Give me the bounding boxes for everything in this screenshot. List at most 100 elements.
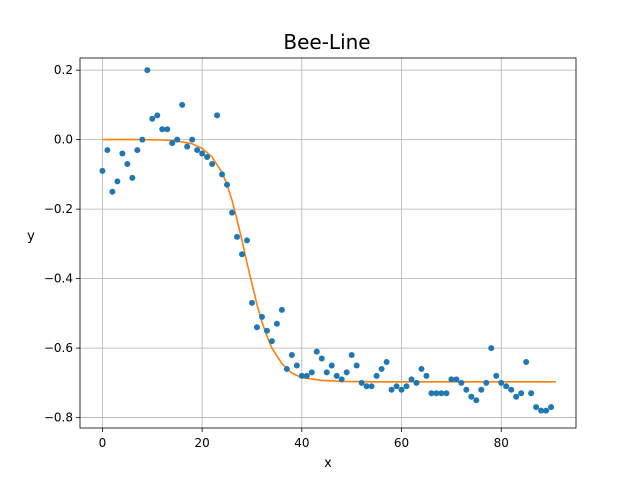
- data-point: [388, 386, 395, 393]
- y-axis-ticks: −0.8 −0.6 −0.4 −0.2 0.0 0.2: [44, 63, 80, 425]
- x-tick-label: 0: [99, 436, 107, 450]
- data-point: [483, 379, 490, 386]
- y-tick-label: −0.6: [44, 341, 73, 355]
- data-point: [493, 372, 500, 379]
- data-point: [373, 372, 380, 379]
- data-point: [438, 390, 445, 397]
- data-point: [538, 407, 545, 414]
- data-point: [503, 383, 510, 390]
- data-point: [214, 112, 221, 119]
- data-point: [363, 383, 370, 390]
- fit-line-layer: [102, 138, 557, 383]
- data-point: [323, 369, 330, 376]
- data-point: [109, 188, 116, 195]
- data-point: [204, 154, 211, 161]
- data-point: [473, 397, 480, 404]
- data-point: [239, 251, 246, 258]
- data-point: [318, 355, 325, 362]
- data-point: [144, 67, 151, 74]
- data-point: [413, 379, 420, 386]
- data-point: [423, 372, 430, 379]
- data-point: [548, 404, 555, 411]
- data-point: [533, 404, 540, 411]
- data-point: [353, 362, 360, 369]
- data-point: [99, 167, 106, 174]
- data-point: [283, 365, 290, 372]
- data-point: [328, 362, 335, 369]
- data-point: [268, 338, 275, 345]
- plot-frame: [79, 57, 577, 429]
- y-tick-label: 0.2: [54, 63, 73, 77]
- data-point: [313, 348, 320, 355]
- data-point: [308, 369, 315, 376]
- data-point: [408, 376, 415, 383]
- data-point: [398, 386, 405, 393]
- x-tick-label: 40: [294, 436, 309, 450]
- grid: [80, 58, 576, 428]
- data-point: [518, 390, 525, 397]
- data-point: [393, 383, 400, 390]
- data-point: [508, 386, 515, 393]
- chart-title: Bee-Line: [283, 30, 370, 54]
- data-point: [453, 376, 460, 383]
- y-tick-label: −0.4: [44, 272, 73, 286]
- fit-line: [102, 138, 557, 383]
- data-point: [448, 376, 455, 383]
- data-point: [273, 320, 280, 327]
- y-axis-label: y: [27, 229, 35, 244]
- data-point: [478, 386, 485, 393]
- data-point: [104, 147, 111, 154]
- x-axis-ticks: 0 20 40 60 80: [99, 428, 509, 450]
- data-point: [219, 171, 226, 178]
- data-point: [523, 358, 530, 365]
- data-point: [149, 115, 156, 122]
- data-point: [368, 383, 375, 390]
- data-point: [114, 178, 121, 185]
- data-point: [433, 390, 440, 397]
- data-point: [348, 352, 355, 359]
- data-points: [99, 67, 555, 414]
- data-point: [124, 160, 131, 167]
- data-point: [468, 393, 475, 400]
- data-point: [428, 390, 435, 397]
- data-point: [528, 390, 535, 397]
- data-point: [119, 150, 126, 157]
- y-tick-label: −0.2: [44, 202, 73, 216]
- data-point: [383, 358, 390, 365]
- data-point: [343, 369, 350, 376]
- data-point: [248, 299, 255, 306]
- data-point: [134, 147, 141, 154]
- data-point: [179, 101, 186, 108]
- data-point: [209, 160, 216, 167]
- x-tick-label: 60: [394, 436, 409, 450]
- data-point: [458, 379, 465, 386]
- data-point: [139, 136, 146, 143]
- data-point: [154, 112, 161, 119]
- data-point: [293, 362, 300, 369]
- data-point: [159, 126, 166, 133]
- x-tick-label: 20: [194, 436, 209, 450]
- data-point: [169, 140, 176, 147]
- data-point: [224, 181, 231, 188]
- data-point: [498, 379, 505, 386]
- data-point: [488, 345, 495, 352]
- data-point: [174, 136, 181, 143]
- data-point: [358, 379, 365, 386]
- data-point: [229, 209, 236, 216]
- data-point: [278, 306, 285, 313]
- data-point: [189, 136, 196, 143]
- data-point: [513, 393, 520, 400]
- y-tick-label: 0.0: [54, 133, 73, 147]
- data-point: [164, 126, 171, 133]
- data-point: [184, 143, 191, 150]
- data-point: [298, 372, 305, 379]
- data-point: [463, 386, 470, 393]
- data-point: [333, 372, 340, 379]
- data-point: [338, 376, 345, 383]
- x-axis-label: x: [324, 456, 332, 471]
- data-point: [288, 352, 295, 359]
- data-point: [403, 383, 410, 390]
- data-point: [378, 365, 385, 372]
- x-tick-label: 80: [494, 436, 509, 450]
